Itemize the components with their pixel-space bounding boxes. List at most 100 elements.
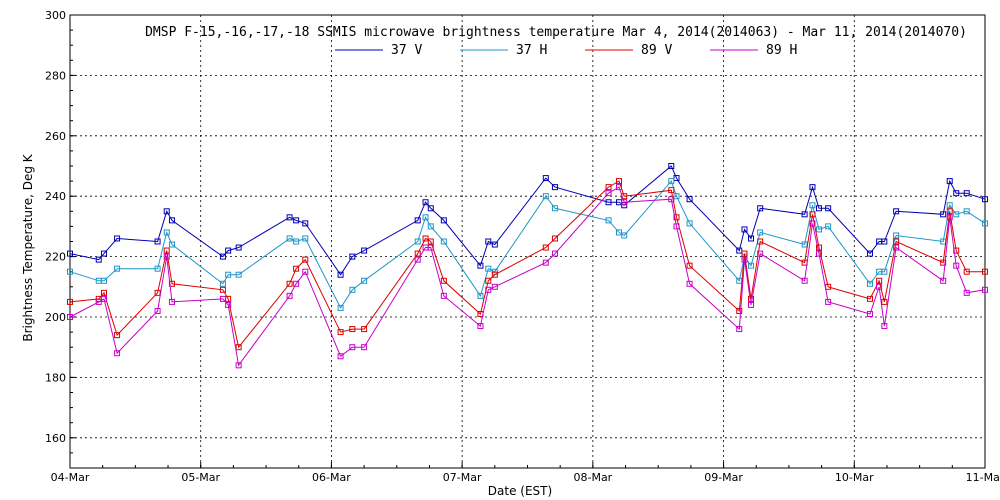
data-point — [302, 256, 309, 263]
series-line — [69, 165, 986, 276]
data-point — [815, 244, 822, 251]
data-point — [440, 238, 447, 245]
data-point — [605, 184, 612, 191]
data-point — [757, 238, 764, 245]
data-point — [673, 214, 680, 221]
data-point — [881, 268, 888, 275]
data-point — [293, 217, 300, 224]
data-point — [361, 277, 368, 284]
data-point — [757, 205, 764, 212]
data-point — [748, 262, 755, 269]
data-point — [427, 205, 434, 212]
data-point — [616, 184, 622, 191]
data-point — [673, 193, 680, 200]
series-line — [69, 180, 985, 349]
data-point — [673, 175, 680, 182]
data-point — [414, 217, 421, 224]
data-point — [349, 344, 356, 351]
data-point — [982, 286, 988, 293]
data-point — [686, 220, 693, 227]
data-point — [946, 214, 953, 221]
data-point — [286, 280, 293, 287]
data-point — [748, 235, 755, 242]
data-point — [605, 190, 612, 197]
data-point — [168, 298, 175, 305]
data-point — [349, 253, 356, 260]
data-point — [605, 199, 612, 206]
data-point — [741, 226, 748, 233]
data-point — [485, 265, 492, 272]
data-point — [668, 187, 675, 194]
data-point — [293, 280, 300, 287]
legend-label: 89 H — [766, 43, 797, 58]
data-point — [953, 211, 960, 218]
data-point — [815, 205, 822, 212]
data-point — [361, 344, 368, 351]
data-point — [542, 244, 549, 251]
data-point — [953, 190, 960, 197]
data-point — [668, 163, 675, 169]
data-point — [337, 271, 344, 278]
data-point — [668, 178, 675, 185]
data-point — [668, 196, 675, 203]
data-point — [876, 277, 883, 284]
data-point — [801, 211, 808, 218]
data-point — [542, 175, 549, 182]
data-point — [946, 208, 953, 215]
data-point — [361, 247, 368, 254]
data-point — [225, 301, 232, 308]
data-point — [485, 277, 492, 284]
x-tick-label: 06-Mar — [312, 471, 351, 484]
data-point — [67, 314, 73, 320]
data-point — [542, 193, 549, 200]
data-point — [825, 223, 832, 230]
y-tick-label: 160 — [45, 432, 66, 445]
data-point — [414, 250, 421, 257]
x-tick-label: 11-Mar — [966, 471, 1000, 484]
data-point — [414, 238, 421, 245]
data-point — [337, 353, 344, 360]
data-point — [982, 220, 988, 227]
data-point — [168, 217, 175, 224]
data-point — [302, 220, 309, 227]
data-point — [893, 244, 900, 251]
data-point — [114, 332, 121, 339]
data-point — [422, 235, 429, 242]
data-point — [963, 289, 970, 296]
data-point — [866, 250, 873, 257]
data-point — [163, 229, 170, 236]
data-point — [940, 259, 947, 266]
data-point — [95, 256, 102, 263]
data-point — [491, 241, 498, 248]
y-tick-label: 280 — [45, 69, 66, 82]
data-point — [825, 298, 832, 305]
data-point — [953, 262, 960, 269]
data-point — [302, 235, 309, 242]
data-point — [736, 326, 743, 333]
data-point — [542, 259, 549, 266]
data-point — [605, 217, 612, 224]
legend: 37 V 37 H 89 V 89 H — [335, 43, 797, 58]
data-point — [286, 235, 293, 242]
data-point — [349, 286, 356, 293]
data-point — [741, 250, 748, 257]
data-point — [757, 250, 764, 257]
data-point — [881, 298, 888, 305]
data-point — [491, 271, 498, 278]
x-tick-label: 08-Mar — [573, 471, 612, 484]
data-point — [427, 244, 434, 251]
data-point — [67, 250, 73, 257]
data-point — [114, 235, 121, 242]
data-point — [736, 307, 743, 314]
data-point — [982, 196, 988, 203]
data-point — [686, 280, 693, 287]
data-point — [963, 208, 970, 215]
data-point — [114, 265, 121, 272]
data-point — [946, 202, 953, 209]
data-point — [893, 238, 900, 245]
data-point — [893, 232, 900, 239]
y-tick-label: 180 — [45, 371, 66, 384]
data-point — [616, 178, 622, 185]
data-point — [154, 238, 161, 245]
